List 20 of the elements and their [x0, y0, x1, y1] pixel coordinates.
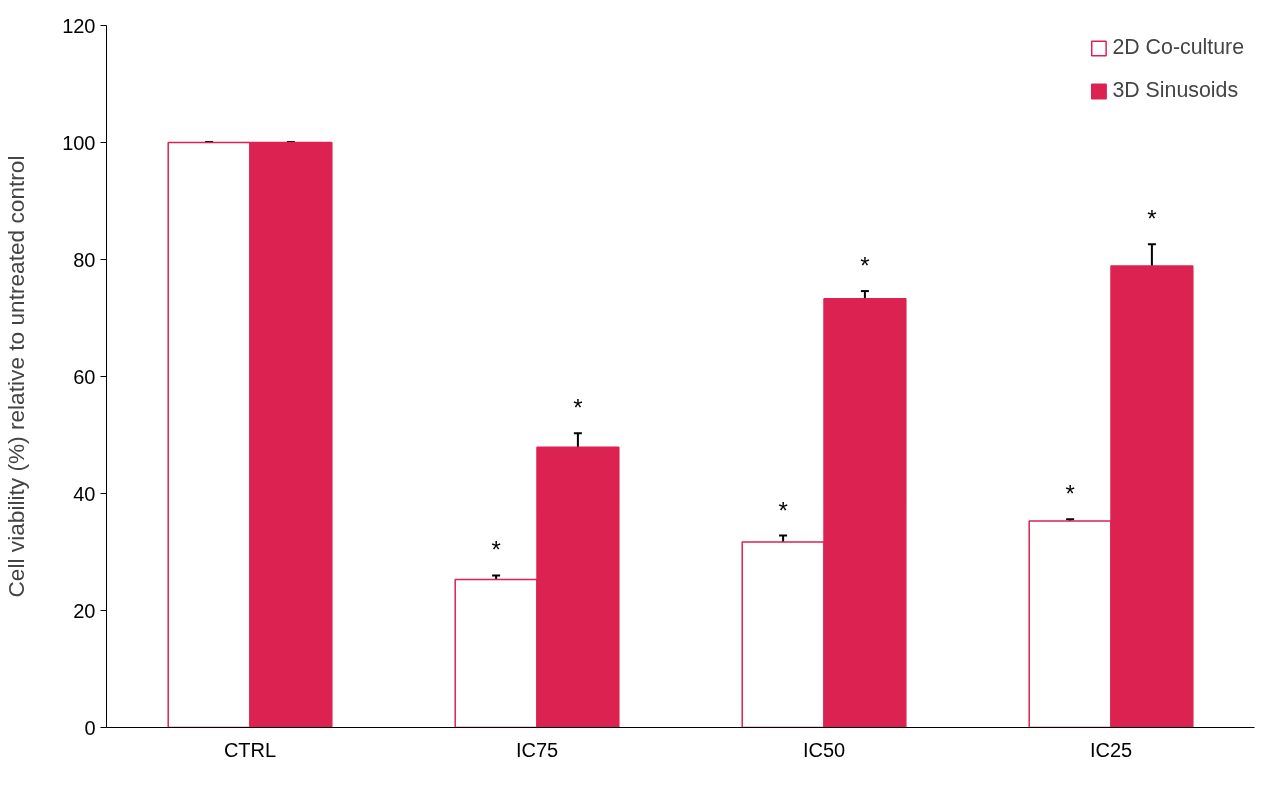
- legend-label: 3D Sinusoids: [1112, 78, 1239, 103]
- x-tick-label: IC50: [802, 738, 846, 761]
- y-tick-label: 40: [73, 482, 96, 505]
- y-tick-label: 20: [73, 599, 96, 622]
- legend-label: 2D Co-culture: [1112, 35, 1244, 60]
- y-axis-title: Cell viability (%) relative to untreated control: [3, 155, 30, 598]
- annotation: *: [573, 394, 583, 422]
- y-tick-label: 80: [73, 248, 96, 271]
- y-tick-label: 0: [84, 716, 96, 739]
- x-tick-label: IC75: [515, 738, 559, 761]
- annotation: *: [860, 252, 870, 280]
- y-tick-label: 120: [62, 14, 96, 37]
- y-tick-label: 60: [73, 365, 96, 388]
- x-tick-label: IC25: [1089, 738, 1133, 761]
- annotation: *: [1147, 205, 1157, 233]
- x-tick-label: CTRL: [223, 738, 277, 761]
- annotation: *: [1065, 480, 1075, 508]
- annotation: *: [778, 496, 788, 524]
- annotation: *: [491, 536, 501, 564]
- y-tick-label: 100: [62, 131, 96, 154]
